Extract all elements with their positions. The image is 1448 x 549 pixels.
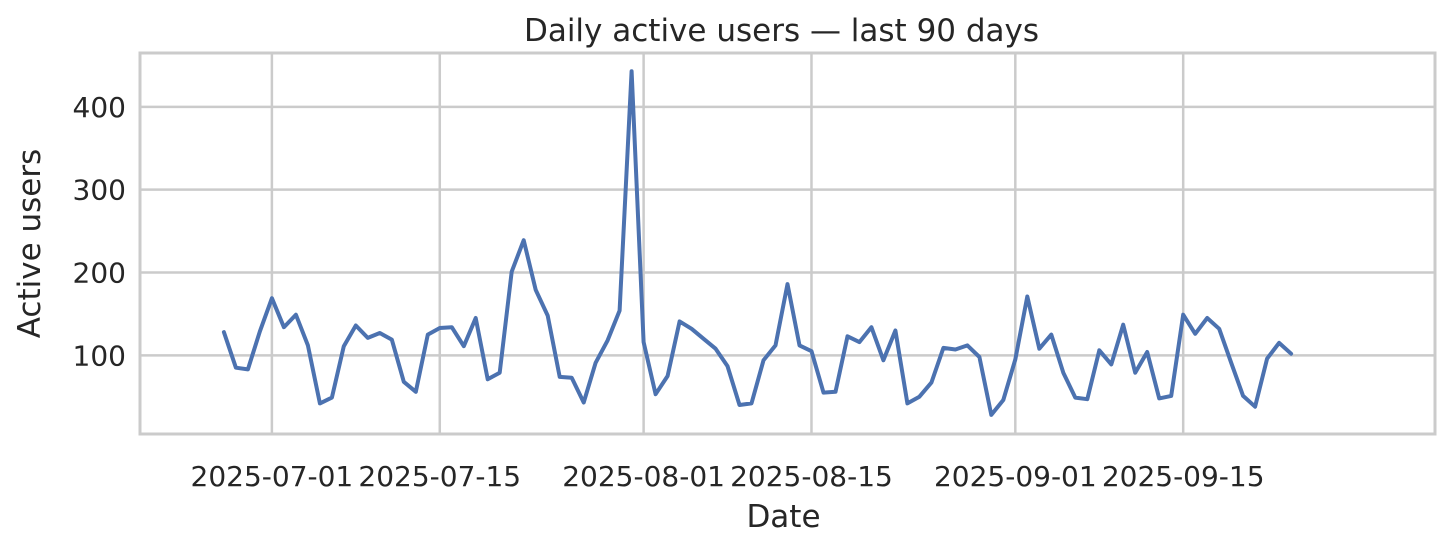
x-tick-label: 2025-08-15 [730,460,893,493]
y-tick-label: 200 [73,256,126,289]
x-tick-labels: 2025-07-01 2025-07-15 2025-08-01 2025-08-15… [191,460,1265,493]
y-tick-label: 100 [73,339,126,372]
y-tick-label: 300 [73,174,126,207]
series-layer [221,69,1294,417]
y-tick-labels: 100 200 300 400 [73,91,126,372]
grid [140,53,1435,434]
x-tick-label: 2025-09-15 [1102,460,1265,493]
series-line [221,69,1294,417]
x-tick-label: 2025-09-01 [934,460,1097,493]
x-tick-label: 2025-07-15 [358,460,521,493]
x-axis-label: Date [746,499,820,535]
y-tick-label: 400 [73,91,126,124]
chart-title: Daily active users — last 90 days [524,13,1039,49]
x-tick-label: 2025-07-01 [191,460,354,493]
y-axis-label: Active users [12,149,48,339]
plot-frame [138,51,1437,436]
x-tick-label: 2025-08-01 [562,460,725,493]
